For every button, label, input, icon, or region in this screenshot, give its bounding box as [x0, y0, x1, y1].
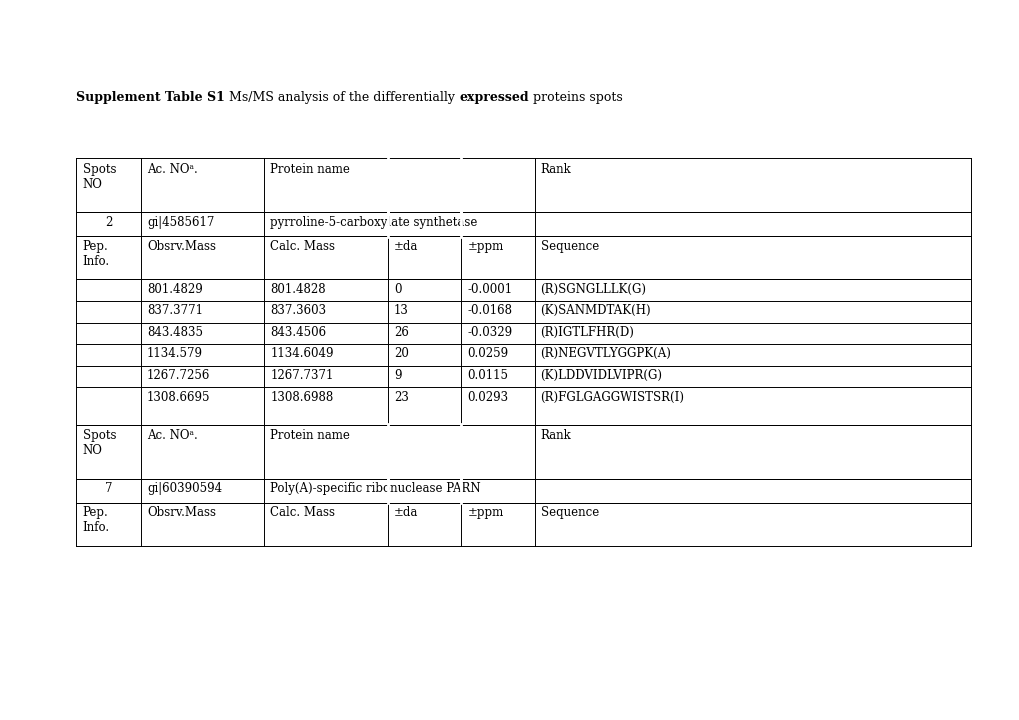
Text: Protein name: Protein name [270, 429, 350, 442]
Text: (R)NEGVTLYGGPK(A): (R)NEGVTLYGGPK(A) [540, 347, 671, 361]
Text: Calc. Mass: Calc. Mass [270, 240, 335, 253]
Text: 23: 23 [393, 390, 409, 404]
Text: Poly(A)-specific ribonuclease PARN: Poly(A)-specific ribonuclease PARN [270, 482, 481, 495]
Text: 1134.579: 1134.579 [147, 347, 203, 361]
Text: Spots
NO: Spots NO [83, 163, 116, 191]
Text: (K)LDDVIDLVIPR(G): (K)LDDVIDLVIPR(G) [540, 369, 662, 382]
Text: 1134.6049: 1134.6049 [270, 347, 333, 361]
Text: 1308.6988: 1308.6988 [270, 390, 333, 404]
Text: gi|60390594: gi|60390594 [147, 482, 222, 495]
Text: proteins spots: proteins spots [529, 91, 623, 104]
Text: Pep.
Info.: Pep. Info. [83, 240, 110, 268]
Text: 0.0259: 0.0259 [467, 347, 507, 361]
Text: (R)FGLGAGGWISTSR(I): (R)FGLGAGGWISTSR(I) [540, 390, 684, 404]
Text: Pep.
Info.: Pep. Info. [83, 506, 110, 534]
Text: ±da: ±da [393, 506, 418, 519]
Text: 837.3603: 837.3603 [270, 304, 326, 318]
Text: Ac. NOᵃ.: Ac. NOᵃ. [147, 163, 198, 176]
Text: expressed: expressed [459, 91, 529, 104]
Text: -0.0001: -0.0001 [467, 282, 512, 296]
Text: pyrroline-5-carboxylate synthetase: pyrroline-5-carboxylate synthetase [270, 216, 477, 229]
Text: 1308.6695: 1308.6695 [147, 390, 210, 404]
Text: 20: 20 [393, 347, 409, 361]
Text: Rank: Rank [540, 163, 571, 176]
Text: 0.0115: 0.0115 [467, 369, 507, 382]
Text: (R)IGTLFHR(D): (R)IGTLFHR(D) [540, 325, 634, 339]
Text: Obsrv.Mass: Obsrv.Mass [147, 506, 216, 519]
Text: ±ppm: ±ppm [467, 240, 503, 253]
Text: 801.4829: 801.4829 [147, 282, 203, 296]
Text: 13: 13 [393, 304, 409, 318]
Text: 0: 0 [393, 282, 401, 296]
Text: 843.4835: 843.4835 [147, 325, 203, 339]
Text: Rank: Rank [540, 429, 571, 442]
Text: -0.0168: -0.0168 [467, 304, 512, 318]
Text: gi|4585617: gi|4585617 [147, 216, 214, 229]
Text: Obsrv.Mass: Obsrv.Mass [147, 240, 216, 253]
Text: 9: 9 [393, 369, 401, 382]
Text: 0.0293: 0.0293 [467, 390, 507, 404]
Text: 801.4828: 801.4828 [270, 282, 326, 296]
Text: Ac. NOᵃ.: Ac. NOᵃ. [147, 429, 198, 442]
Text: -0.0329: -0.0329 [467, 325, 512, 339]
Text: 843.4506: 843.4506 [270, 325, 326, 339]
Text: Sequence: Sequence [540, 240, 598, 253]
Text: Ms/MS analysis of the differentially: Ms/MS analysis of the differentially [225, 91, 459, 104]
Text: 837.3771: 837.3771 [147, 304, 203, 318]
Text: 1267.7371: 1267.7371 [270, 369, 333, 382]
Text: ±ppm: ±ppm [467, 506, 503, 519]
Text: (R)SGNGLLLK(G): (R)SGNGLLLK(G) [540, 282, 646, 296]
Text: 26: 26 [393, 325, 409, 339]
Text: Sequence: Sequence [540, 506, 598, 519]
Text: ±da: ±da [393, 240, 418, 253]
Text: 1267.7256: 1267.7256 [147, 369, 210, 382]
Text: 2: 2 [105, 216, 112, 229]
Text: (K)SANMDTAK(H): (K)SANMDTAK(H) [540, 304, 650, 318]
Text: Supplement Table S1: Supplement Table S1 [76, 91, 225, 104]
Text: Calc. Mass: Calc. Mass [270, 506, 335, 519]
Text: 7: 7 [105, 482, 112, 495]
Text: Protein name: Protein name [270, 163, 350, 176]
Text: Spots
NO: Spots NO [83, 429, 116, 457]
